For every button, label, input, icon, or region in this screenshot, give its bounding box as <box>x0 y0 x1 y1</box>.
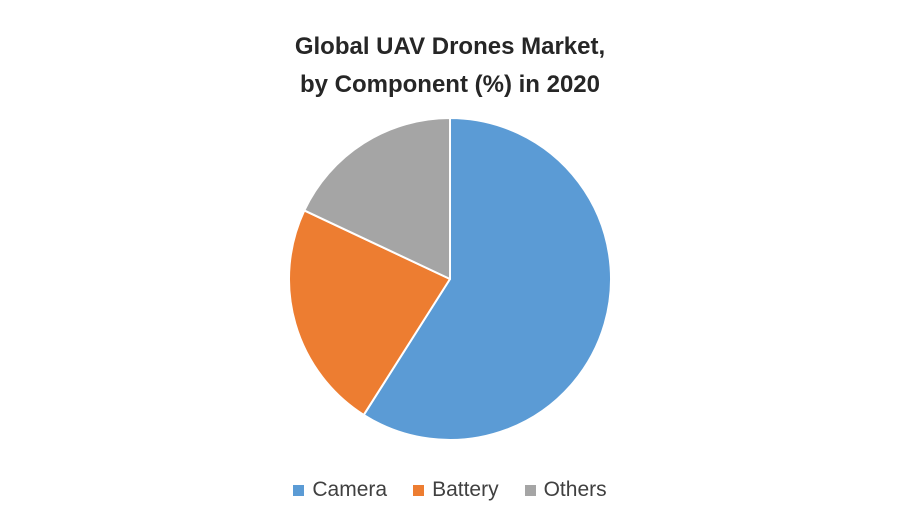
legend-swatch-battery <box>413 484 425 496</box>
legend-item-camera: Camera <box>293 478 387 502</box>
legend-label-battery: Battery <box>432 478 499 501</box>
legend-swatch-others <box>524 484 536 496</box>
pie-slice-others <box>303 117 451 280</box>
chart-title-line-1: Global UAV Drones Market, <box>294 33 606 60</box>
legend-label-camera: Camera <box>312 478 388 501</box>
legend-swatch-camera <box>293 484 305 496</box>
pie-slice-camera <box>362 117 612 441</box>
legend-item-battery: Battery <box>413 478 499 502</box>
chart-legend: Camera Battery Others <box>0 478 900 502</box>
pie-slice-battery <box>287 209 451 416</box>
chart-title: Global UAV Drones Market, by Component (… <box>0 28 900 104</box>
legend-label-others: Others <box>543 478 607 501</box>
chart-title-line-2: by Component (%) in 2020 <box>299 71 601 98</box>
legend-item-others: Others <box>524 478 607 502</box>
